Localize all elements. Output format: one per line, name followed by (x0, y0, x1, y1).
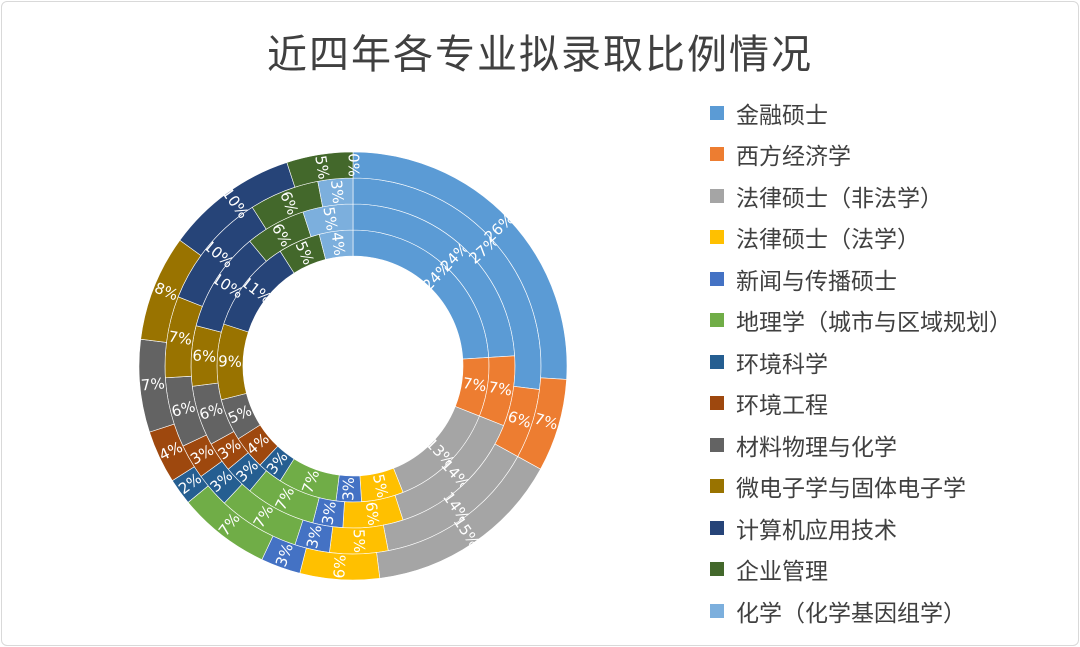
legend-item: 法律硕士（法学） (710, 217, 1012, 259)
legend-item: 微电子学与固体电子学 (710, 466, 1012, 508)
data-label: 3% (303, 523, 326, 550)
legend-label: 化学（化学基因组学） (736, 600, 966, 627)
data-label: 7% (461, 374, 487, 396)
legend-item: 材料物理与化学 (710, 424, 1012, 466)
data-label: 6% (192, 346, 217, 365)
donut-segment (286, 151, 354, 188)
legend-item: 环境科学 (710, 341, 1012, 383)
data-label: 5% (319, 206, 341, 232)
legend-item: 西方经济学 (710, 134, 1012, 176)
legend-swatch (710, 313, 724, 328)
legend-label: 环境科学 (736, 351, 828, 378)
legend-label: 地理学（城市与区域规划） (736, 310, 1012, 337)
legend-label: 企业管理 (736, 559, 828, 586)
legend-swatch (710, 396, 724, 411)
data-label: 7% (140, 374, 165, 394)
data-label: 5% (311, 154, 333, 180)
data-label: 6% (330, 554, 349, 579)
legend-label: 法律硕士（法学） (736, 227, 920, 254)
legend-item: 法律硕士（非法学） (710, 175, 1012, 217)
legend-item: 新闻与传播硕士 (710, 258, 1012, 300)
legend-label: 金融硕士 (736, 102, 828, 129)
legend-label: 微电子学与固体电子学 (736, 476, 966, 503)
legend-label: 法律硕士（非法学） (736, 185, 943, 212)
legend-swatch (710, 354, 724, 369)
data-label: 0% (345, 153, 363, 177)
data-label: 5% (369, 472, 392, 499)
legend-label: 新闻与传播硕士 (736, 268, 897, 295)
legend-swatch (710, 188, 724, 203)
data-label: 6% (362, 501, 383, 527)
legend-swatch (710, 437, 724, 452)
data-label: 3% (318, 500, 340, 526)
legend-item: 地理学（城市与区域规划） (710, 300, 1012, 342)
legend: 金融硕士西方经济学法律硕士（非法学） 法律硕士（法学） 新闻与传播硕士地理学（城市与… (710, 92, 1012, 632)
legend-swatch (710, 105, 724, 120)
data-label: 5% (350, 529, 369, 553)
legend-item: 化学（化学基因组学） (710, 590, 1012, 632)
chart-title: 近四年各专业拟录取比例情况 (267, 32, 813, 78)
legend-swatch (710, 271, 724, 286)
data-label: 3% (339, 477, 358, 501)
legend-label: 材料物理与化学 (736, 434, 897, 461)
data-label: 7% (487, 378, 513, 400)
legend-label: 西方经济学 (736, 144, 851, 171)
legend-swatch (710, 562, 724, 577)
legend-item: 计算机应用技术 (710, 507, 1012, 549)
legend-swatch (710, 147, 724, 162)
data-label: 6% (170, 397, 198, 420)
legend-swatch (710, 603, 724, 618)
legend-item: 企业管理 (710, 549, 1012, 591)
data-label: 9% (218, 352, 242, 371)
legend-swatch (710, 230, 724, 245)
legend-label: 计算机应用技术 (736, 517, 897, 544)
legend-swatch (710, 520, 724, 535)
legend-swatch (710, 479, 724, 494)
legend-item: 金融硕士 (710, 92, 1012, 134)
legend-label: 环境工程 (736, 393, 828, 420)
data-label: 7% (532, 410, 560, 434)
data-label: 7% (167, 327, 193, 349)
data-label: 4% (328, 231, 349, 257)
donut-chart: 24%7%13%5%3%7%3%4%5%9%11%5% 4% 24%7%14%6%3… (138, 151, 568, 581)
legend-item: 环境工程 (710, 383, 1012, 425)
data-label: 3% (327, 179, 347, 204)
